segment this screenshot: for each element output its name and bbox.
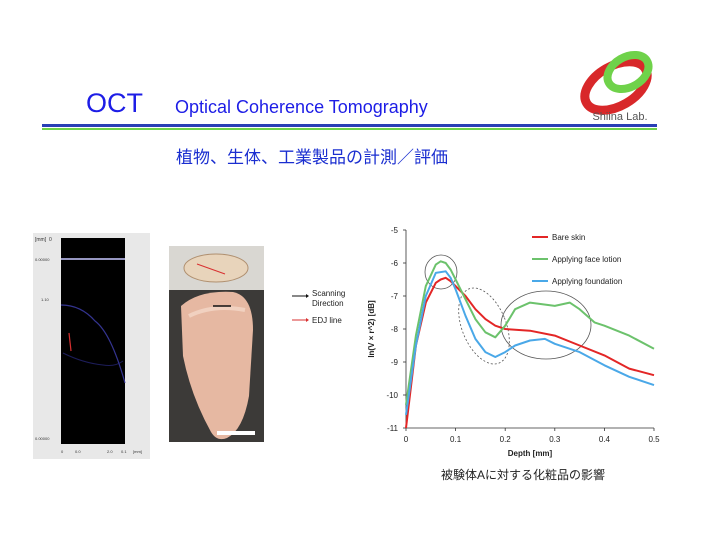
oct-top-tick: 0 bbox=[49, 237, 52, 243]
series-line-3 bbox=[405, 270, 655, 415]
legend-label: Applying face lotion bbox=[552, 255, 621, 264]
series-line-2 bbox=[405, 260, 655, 406]
x-tick-label: 0.1 bbox=[450, 435, 462, 444]
direction-legend: Scanning Direction EDJ line bbox=[292, 289, 345, 325]
header-rule-blue bbox=[42, 124, 657, 127]
logo-text: Shiina Lab. bbox=[592, 111, 648, 123]
y-axis-label: ln(V × r^2) [dB] bbox=[367, 300, 376, 358]
y-tick-label: -6 bbox=[391, 259, 399, 268]
chart-caption: 被験体Aに対する化粧品の影響 bbox=[441, 468, 606, 482]
legend-label: Bare skin bbox=[552, 233, 585, 242]
y-tick-label: -9 bbox=[391, 358, 399, 367]
x-axis-label: Depth [mm] bbox=[508, 449, 553, 458]
page-title-expansion: Optical Coherence Tomography bbox=[175, 97, 428, 117]
annotation-ellipse-plateau bbox=[500, 290, 592, 360]
y-tick-label: -5 bbox=[391, 226, 399, 235]
y-tick-label: -8 bbox=[391, 325, 399, 334]
x-tick-label: 0.3 bbox=[549, 435, 561, 444]
x-tick-label: 0.5 bbox=[648, 435, 660, 444]
oct-bottom-tick: 0.1 bbox=[121, 449, 127, 454]
depth-profile-chart: -5 -6 -7 -8 -9 -10 -11 0 0.1 0.2 0.3 0.4 0.5 Depth [m… bbox=[367, 226, 660, 458]
oct-bottom-tick: 0.0 bbox=[75, 449, 81, 454]
series-line-1 bbox=[405, 276, 655, 429]
edj-line-label: EDJ line bbox=[312, 316, 342, 325]
oct-bottom-tick: [mm] bbox=[133, 449, 142, 454]
legend-label: Applying foundation bbox=[552, 277, 622, 286]
oct-left-tick: 1.10 bbox=[41, 297, 50, 302]
y-tick-label: -10 bbox=[386, 391, 398, 400]
page-title: OCT bbox=[86, 88, 143, 118]
annotation-ellipse-dip bbox=[458, 287, 510, 365]
oct-tomogram-image: [mm] 0 0.00000 1.10 0.00000 0 0.0 2.0 0.… bbox=[33, 233, 150, 459]
oct-bottom-tick: 2.0 bbox=[107, 449, 113, 454]
header-rule-green bbox=[42, 128, 657, 130]
tooth-sample-photo bbox=[169, 246, 264, 442]
oct-left-tick: 0.00000 bbox=[35, 436, 50, 441]
slide-subtitle: 植物、生体、工業製品の計測／評価 bbox=[176, 148, 448, 167]
y-tick-label: -11 bbox=[387, 424, 399, 433]
oct-left-tick: 0.00000 bbox=[35, 257, 50, 262]
annotation-circle-peak bbox=[424, 254, 458, 290]
x-tick-label: 0.2 bbox=[500, 435, 512, 444]
oct-bottom-tick: 0 bbox=[61, 449, 64, 454]
y-tick-label: -7 bbox=[391, 292, 399, 301]
x-tick-label: 0 bbox=[404, 435, 409, 444]
logo-green-ring bbox=[603, 50, 653, 94]
scanning-direction-label: Scanning Direction bbox=[312, 289, 345, 308]
x-tick-label: 0.4 bbox=[599, 435, 611, 444]
shiina-lab-logo bbox=[580, 50, 653, 115]
oct-unit-label: [mm] bbox=[35, 237, 47, 243]
